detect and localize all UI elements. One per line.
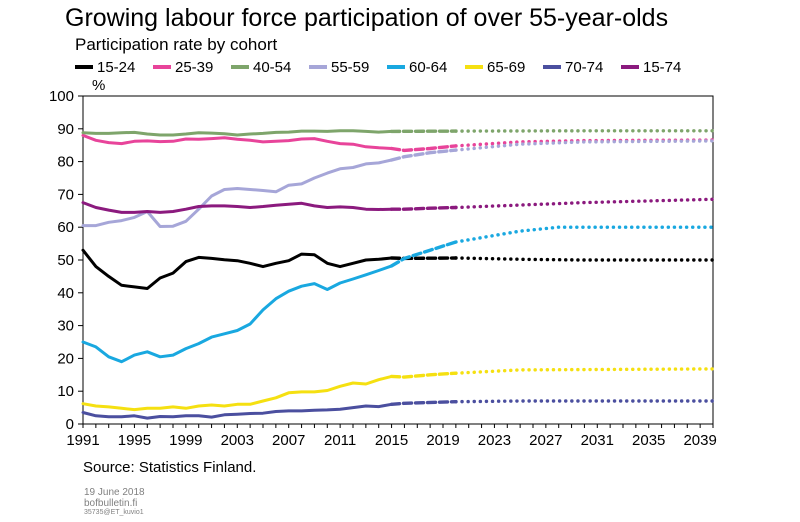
x-tick-label: 2039 [683,432,716,449]
series-line-55-59-dotted [454,139,715,152]
footer-date: 19 June 2018 [84,487,145,498]
series-line-15-74-solid [81,201,394,214]
series-line-55-59-dashed [389,148,458,162]
y-tick-label: 0 [66,416,74,433]
x-tick-label: 2011 [324,432,356,449]
x-tick-label: 2027 [529,432,562,449]
series-line-15-24-solid [81,248,394,290]
series-line-60-64-dotted [454,225,715,244]
legend-label-40-54: 40-54 [253,59,291,76]
series-line-70-74-dotted [454,399,715,404]
x-axis: 1991 1995 1999 2003 2007 2011 2015 2019 2023 2027… [66,424,717,449]
y-tick-label: 50 [57,252,74,269]
series-line-15-74-dotted [454,197,715,210]
x-tick-label: 2035 [632,432,665,449]
y-axis: 0 10 20 30 40 50 60 70 80 90 100 [49,88,83,433]
y-tick-label: 60 [57,219,74,236]
series-line-15-24-dotted [454,256,715,262]
legend-label-15-24: 15-24 [97,59,135,76]
series-line-65-69-dashed [389,371,458,379]
x-tick-label: 1995 [118,432,151,449]
series-line-60-64-dashed [389,240,458,268]
x-tick-label: 1991 [66,432,99,449]
x-tick-label: 2003 [221,432,254,449]
y-tick-label: 100 [49,88,74,105]
legend: 15-24 25-39 40-54 55-59 60-64 65-69 70-74 15-74 [75,59,681,76]
y-tick-label: 30 [57,318,74,335]
x-tick-label: 1999 [169,432,202,449]
legend-label-15-74: 15-74 [643,59,681,76]
series-group [81,129,715,420]
footer-code: 35735@ET_kuvio1 [84,509,144,516]
legend-label-70-74: 70-74 [565,59,603,76]
series-line-25-39-solid [81,133,394,150]
plot-area [82,95,714,425]
series-line-25-39-dotted [454,138,715,148]
series-line-15-74-dashed [389,205,458,211]
series-line-70-74-solid [81,402,394,420]
series-line-60-64-solid [81,264,394,364]
series-line-25-39-dashed [389,144,458,153]
source-note: Source: Statistics Finland. [83,459,257,476]
footer-site: bofbulletin.fi [84,498,138,509]
y-tick-label: 40 [57,285,74,302]
series-line-55-59-solid [81,158,394,228]
y-tick-label: 90 [57,121,74,138]
x-tick-label: 2023 [478,432,511,449]
chart-title: Growing labour force participation of ov… [65,4,669,32]
series-line-65-69-dotted [454,367,715,375]
x-tick-label: 2031 [581,432,614,449]
legend-label-60-64: 60-64 [409,59,447,76]
y-tick-label: 10 [57,383,74,400]
chart-subtitle: Participation rate by cohort [75,35,278,54]
legend-label-55-59: 55-59 [331,59,369,76]
series-line-40-54-solid [81,129,394,137]
legend-label-65-69: 65-69 [487,59,525,76]
y-tick-label: 20 [57,350,74,367]
y-tick-label: 70 [57,186,74,203]
x-tick-label: 2007 [272,432,305,449]
y-axis-label: % [92,77,105,94]
series-line-70-74-dashed [389,400,458,406]
legend-label-25-39: 25-39 [175,59,213,76]
x-tick-label: 2015 [375,432,408,449]
y-tick-label: 80 [57,154,74,171]
series-line-65-69-solid [81,374,394,412]
x-tick-label: 2019 [426,432,459,449]
